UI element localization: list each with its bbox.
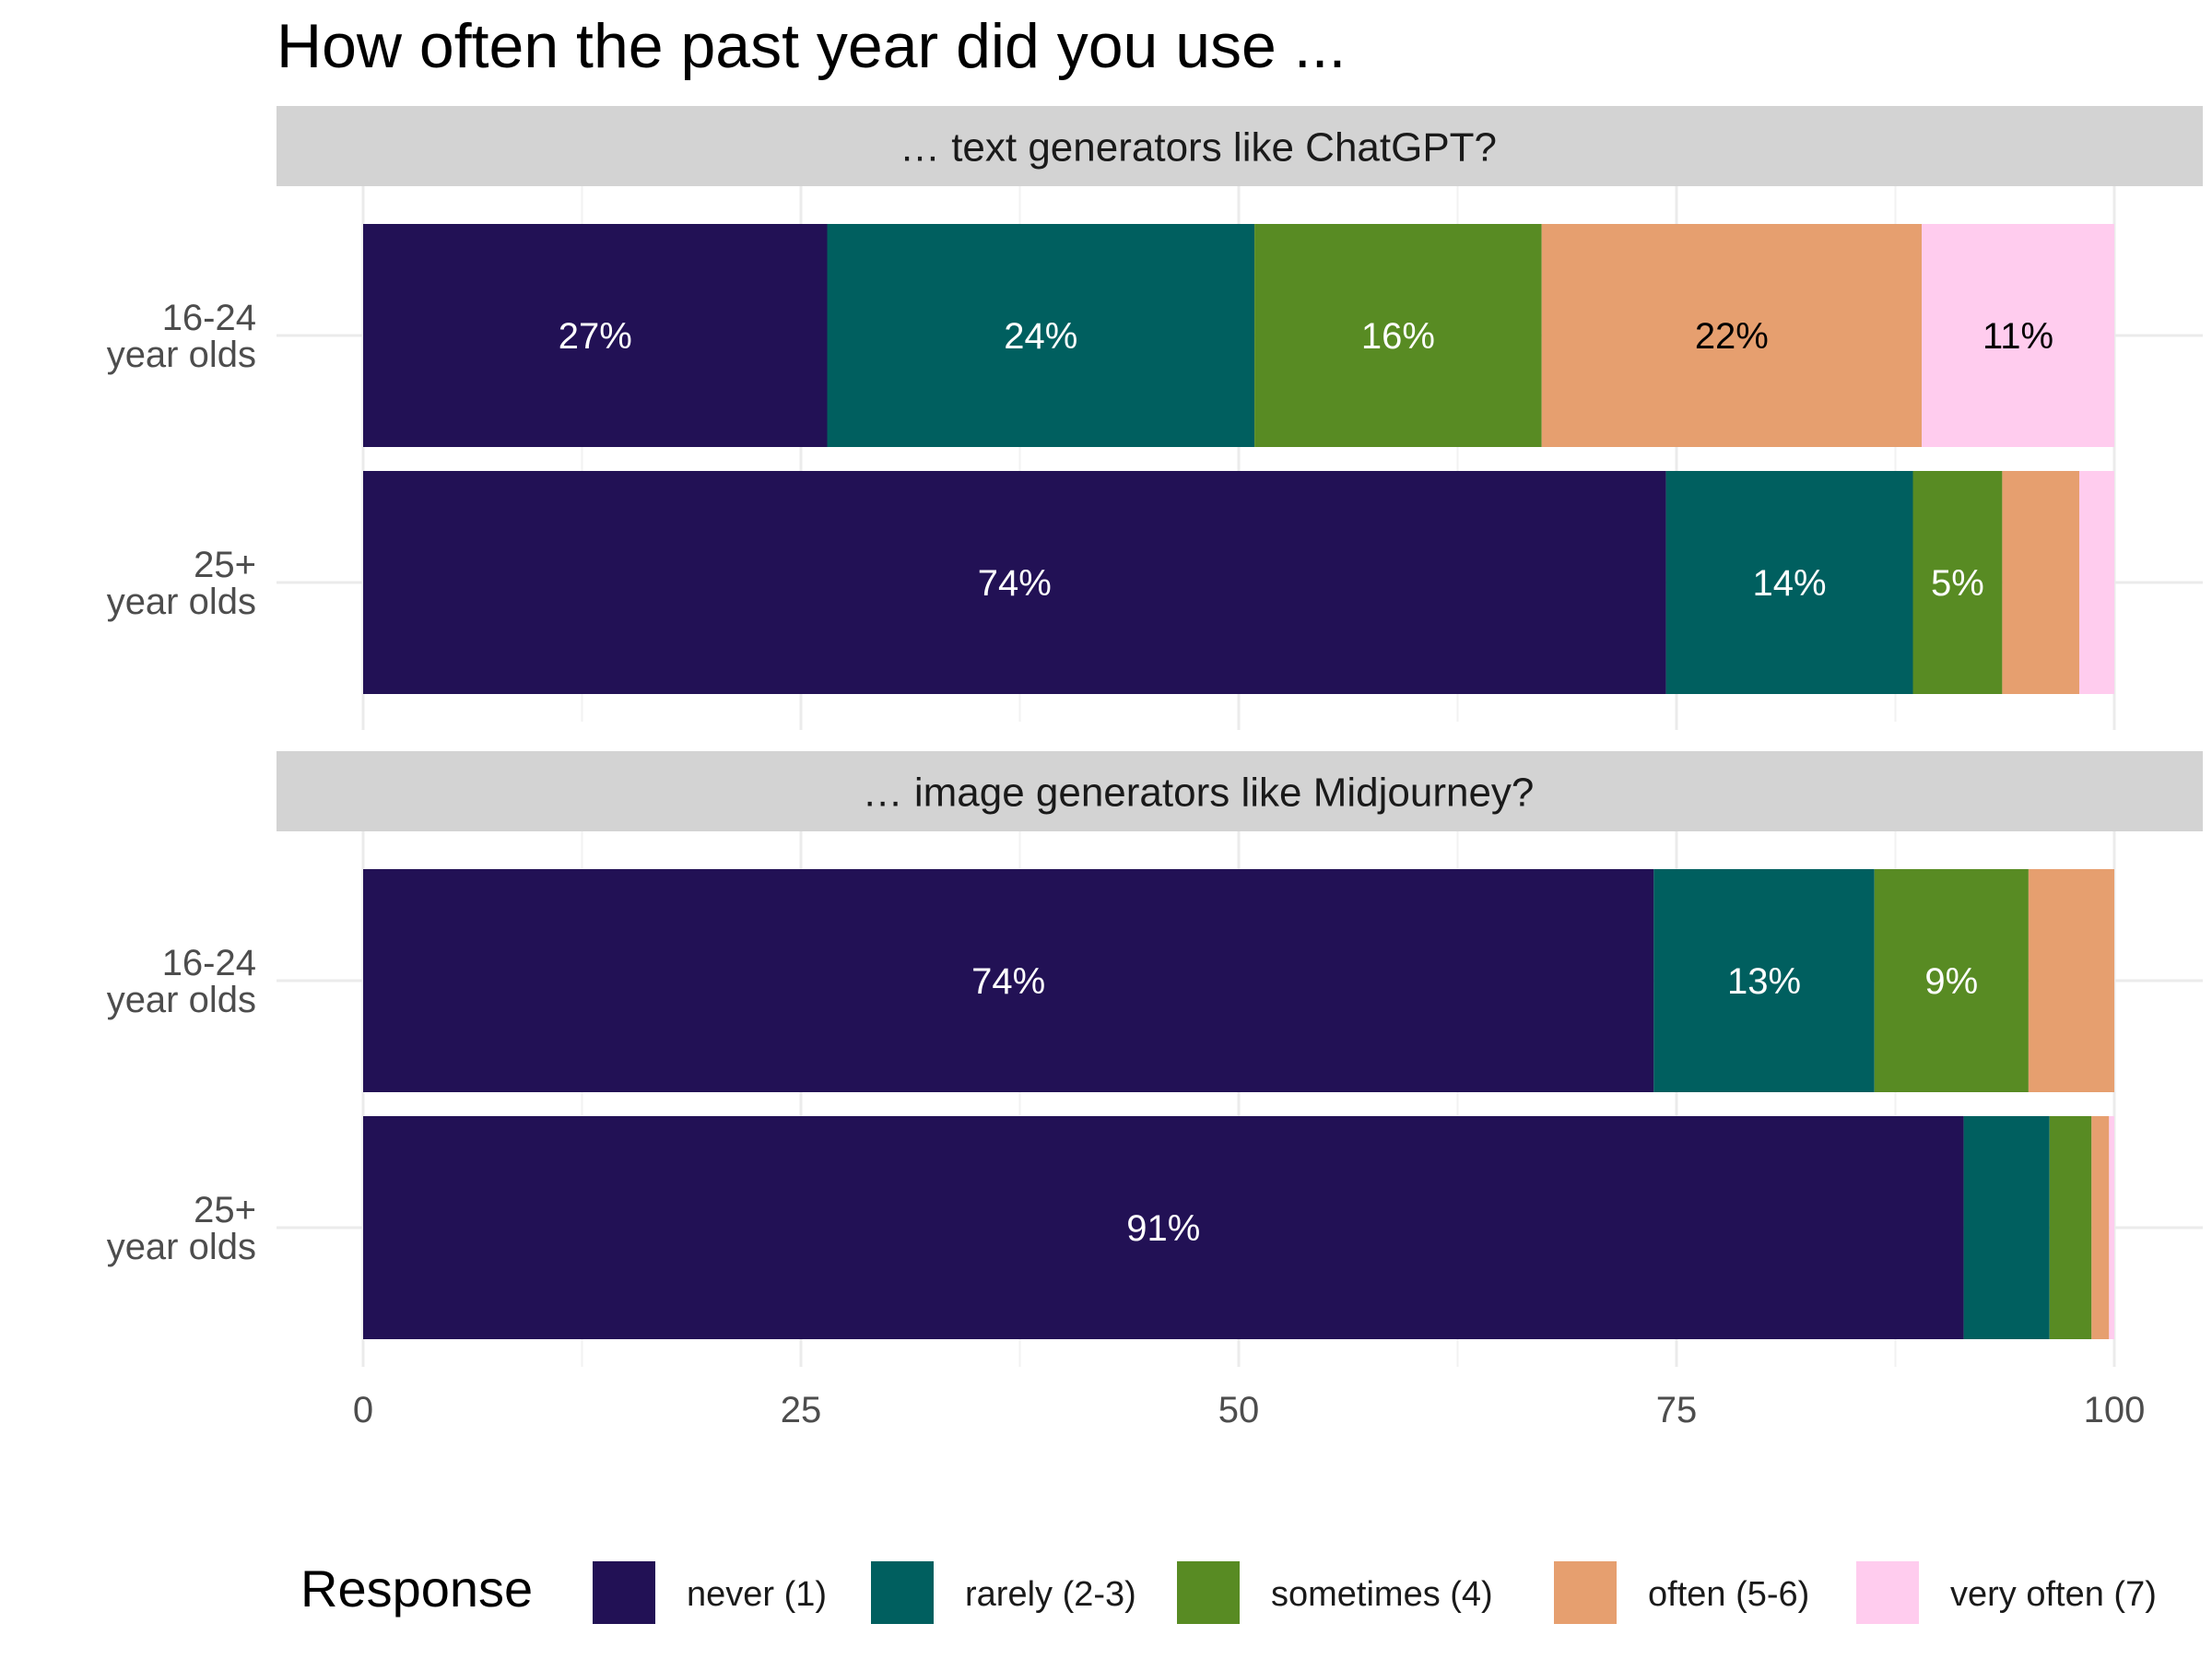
data-label: 9%: [1924, 961, 1978, 1002]
legend-label: rarely (2-3): [965, 1575, 1136, 1614]
data-label: 5%: [1931, 563, 1984, 604]
bar-segment: [1922, 224, 2114, 447]
bar-segment: [2028, 869, 2114, 1092]
panel-strip: [276, 751, 2203, 831]
legend-item: rarely (2-3): [871, 1561, 1136, 1624]
category-label: 25+ year olds: [107, 545, 256, 622]
bar-segment: [363, 869, 1654, 1092]
bar-segment: [1963, 1116, 2050, 1339]
legend-item: sometimes (4): [1177, 1561, 1493, 1624]
bar-segment: [2049, 1116, 2092, 1339]
bar-segment: [1874, 869, 2029, 1092]
category-label: 16-24 year olds: [107, 298, 256, 375]
bar-segment: [2079, 471, 2114, 694]
panel-title: … image generators like Midjourney?: [863, 771, 1535, 816]
bar-segment: [363, 224, 828, 447]
category-label: 25+ year olds: [107, 1190, 256, 1267]
legend-swatch: [1554, 1561, 1617, 1624]
panels: … text generators like ChatGPT? 16-24 year…: [107, 106, 2203, 1367]
legend: Response never (1) rarely (2-3) sometimes …: [300, 1559, 2157, 1624]
data-label: 27%: [559, 316, 632, 357]
data-label: 11%: [1983, 316, 2053, 357]
data-label: 74%: [978, 563, 1052, 604]
bar-segment: [1254, 224, 1542, 447]
data-label: 24%: [1004, 316, 1077, 357]
data-label: 22%: [1695, 316, 1769, 357]
x-axis: 0 25 50 75 100: [353, 722, 2146, 1430]
x-tick-label: 100: [2084, 1390, 2146, 1430]
x-tick-label: 25: [781, 1390, 822, 1430]
bar-segment: [1653, 869, 1875, 1092]
bar-segment: [1665, 471, 1913, 694]
panel-1: … text generators like ChatGPT? 16-24 year…: [107, 106, 2203, 722]
data-label: 74%: [971, 961, 1045, 1002]
bar-segment: [1912, 471, 2003, 694]
legend-label: never (1): [687, 1575, 827, 1614]
legend-swatch: [1177, 1561, 1240, 1624]
bar-segment: [1541, 224, 1922, 447]
x-tick-label: 75: [1656, 1390, 1698, 1430]
legend-item: very often (7): [1856, 1561, 2157, 1624]
data-label: 14%: [1753, 563, 1827, 604]
data-label: 13%: [1727, 961, 1801, 1002]
panel-title: … text generators like ChatGPT?: [900, 125, 1497, 171]
bar-segment: [2109, 1116, 2114, 1339]
data-label: 16%: [1361, 316, 1435, 357]
legend-title: Response: [300, 1559, 533, 1618]
x-tick-label: 50: [1218, 1390, 1260, 1430]
bar-segment: [363, 471, 1666, 694]
bar-segment: [2002, 471, 2079, 694]
legend-swatch: [871, 1561, 934, 1624]
bar-segment: [2091, 1116, 2110, 1339]
panel-2: … image generators like Midjourney? 16-24…: [107, 751, 2203, 1367]
x-tick-label: 0: [353, 1390, 373, 1430]
legend-swatch: [1856, 1561, 1919, 1624]
legend-label: very often (7): [1950, 1575, 2157, 1614]
legend-label: sometimes (4): [1271, 1575, 1493, 1614]
legend-item: never (1): [593, 1561, 827, 1624]
chart-title: How often the past year did you use ...: [276, 11, 1346, 81]
legend-item: often (5-6): [1554, 1561, 1809, 1624]
legend-swatch: [593, 1561, 655, 1624]
category-label: 16-24 year olds: [107, 943, 256, 1020]
bar-segment: [827, 224, 1255, 447]
bar-segment: [363, 1116, 1964, 1339]
panel-strip: [276, 106, 2203, 186]
data-label: 91%: [1126, 1208, 1200, 1249]
legend-label: often (5-6): [1648, 1575, 1809, 1614]
